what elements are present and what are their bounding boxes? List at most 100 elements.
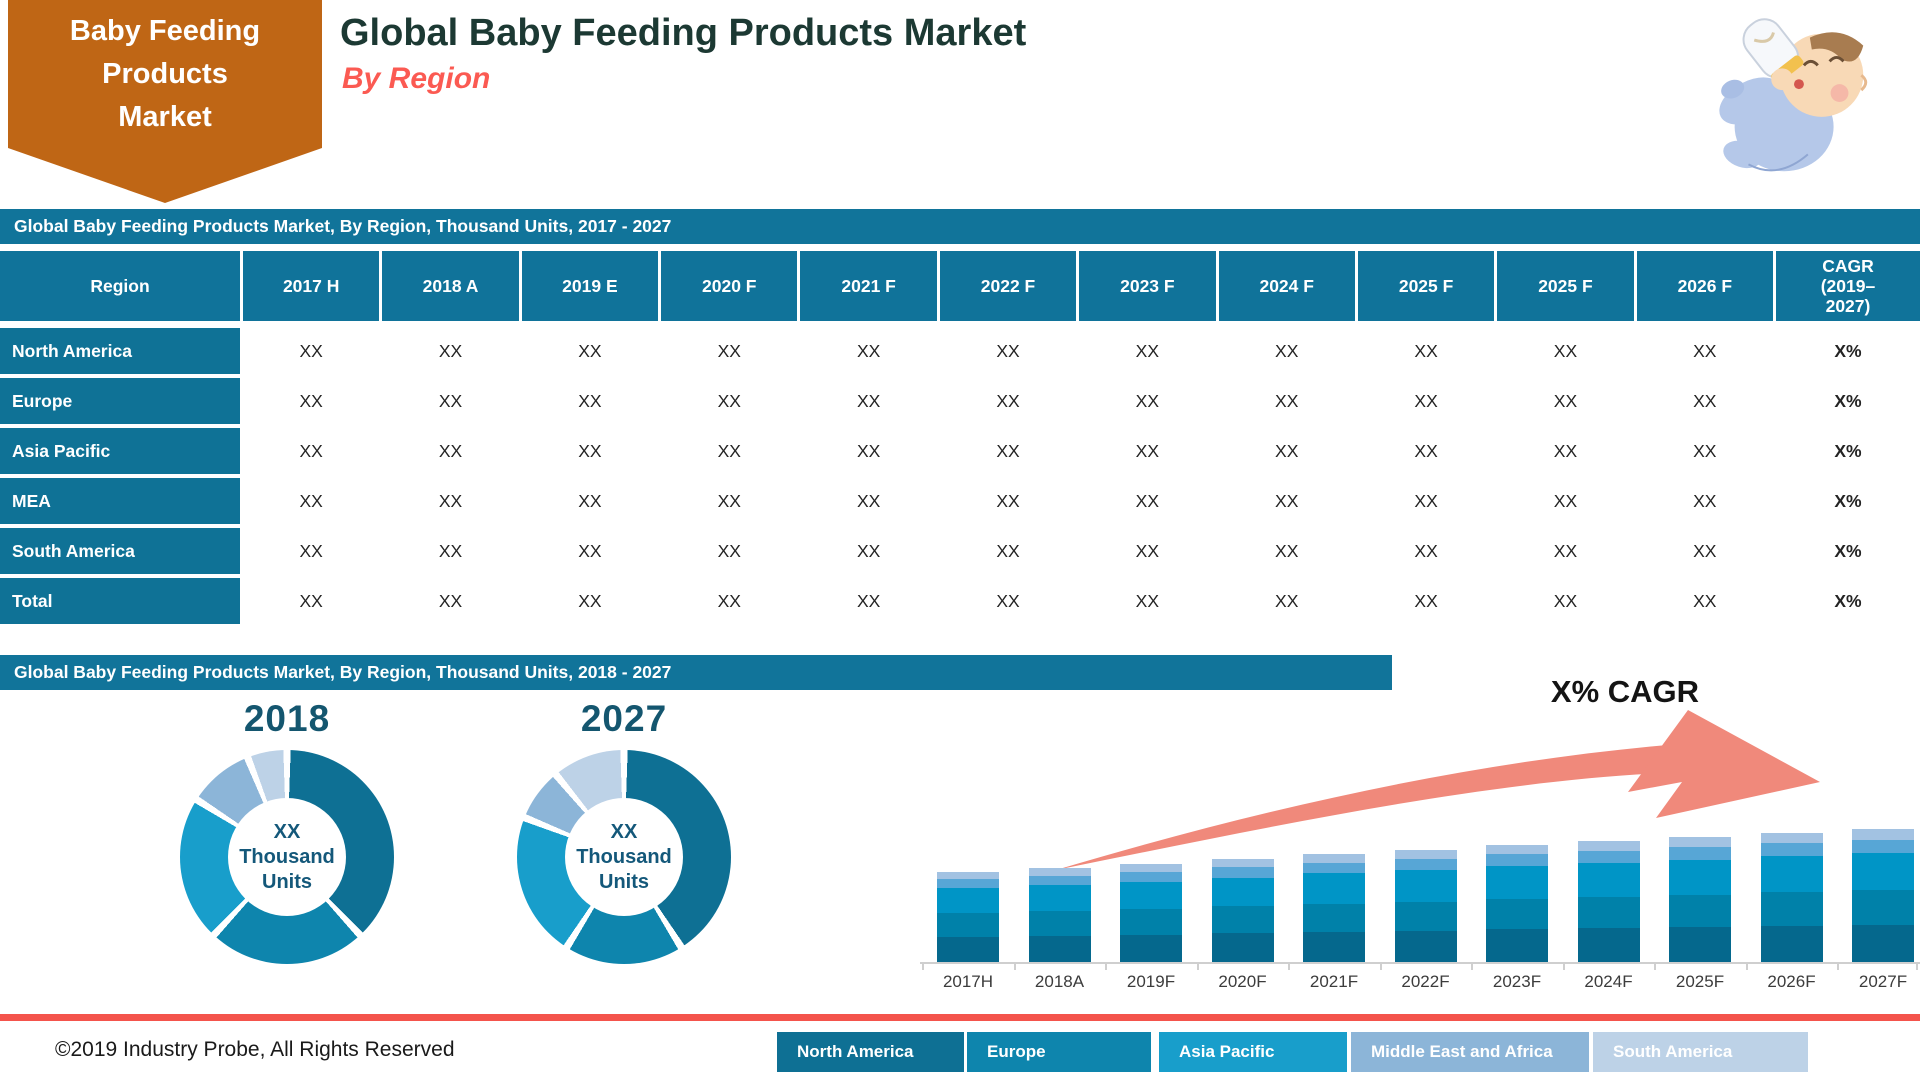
- bar-segment-asia-pacific: [937, 888, 999, 914]
- table-cell: XX: [1693, 340, 1717, 361]
- table-cell: XX: [996, 390, 1020, 411]
- table-cell: XX: [996, 540, 1020, 561]
- bar-segment-europe: [1394, 901, 1457, 931]
- table-cell: XX: [1414, 340, 1438, 361]
- x-axis-label: 2018A: [1034, 972, 1085, 991]
- table-cell: XX: [1414, 590, 1438, 611]
- column-header: 2025 F: [1357, 251, 1495, 321]
- table-cell: XX: [1135, 390, 1160, 411]
- table-cell: XX: [1553, 490, 1578, 511]
- row-header: North America: [0, 328, 240, 374]
- legend-item-south-america: South America: [1593, 1032, 1808, 1072]
- bar-segment-middle-east-and-africa: [1120, 871, 1182, 882]
- table-cell: XX: [1135, 590, 1160, 611]
- bar-segment-asia-pacific: [1760, 856, 1823, 893]
- x-axis-label: 2026F: [1767, 972, 1816, 991]
- x-axis-label: 2022F: [1401, 972, 1450, 991]
- x-axis-label: 2027F: [1858, 972, 1908, 991]
- cagr-cell: X%: [1834, 440, 1862, 461]
- x-axis-line: [920, 962, 1920, 964]
- axis-tick: [1745, 962, 1748, 970]
- x-axis-label: 2021F: [1309, 972, 1359, 991]
- column-header: 2019 E: [521, 251, 659, 321]
- table-cell: XX: [1135, 490, 1160, 511]
- column-header: 2021 F: [800, 251, 937, 321]
- table-row: Europe XX XX XX XX XX XX XX XX XX XX XX X%: [0, 378, 1920, 424]
- stacked-bar: [1394, 850, 1457, 962]
- table-cell: XX: [578, 440, 602, 461]
- bar-segment-south-america: [1028, 868, 1091, 876]
- bar-segment-north-america: [1577, 928, 1640, 962]
- bar-segment-europe: [1852, 890, 1914, 925]
- bar-segment-europe: [1028, 911, 1091, 936]
- bar-segment-north-america: [1669, 927, 1731, 962]
- axis-tick: [1916, 962, 1918, 970]
- table-cell: XX: [299, 540, 323, 561]
- row-header: Europe: [0, 378, 240, 424]
- x-axis-label: 2020F: [1218, 972, 1267, 991]
- table-cell: XX: [438, 490, 463, 511]
- column-header: 2018 A: [382, 251, 519, 321]
- row-header: Total: [0, 578, 240, 624]
- table-cell: XX: [1135, 540, 1160, 561]
- x-axis-label: 2023F: [1492, 972, 1542, 991]
- bar-segment-asia-pacific: [1211, 877, 1274, 907]
- table-cell: XX: [856, 540, 881, 561]
- table-cell: XX: [438, 540, 463, 561]
- table-cell: XX: [1135, 440, 1160, 461]
- bar-segment-europe: [1303, 903, 1365, 932]
- table-cell: XX: [717, 340, 741, 361]
- table-cell: XX: [1693, 540, 1717, 561]
- ribbon-line: Market: [118, 101, 212, 133]
- axis-tick: [1562, 962, 1565, 970]
- table-cell: XX: [1414, 490, 1438, 511]
- stacked-bar: [1120, 864, 1182, 962]
- legend-item-asia-pacific: Asia Pacific: [1159, 1032, 1347, 1072]
- table-cell: XX: [1553, 390, 1578, 411]
- table-cell: XX: [578, 590, 602, 611]
- bar-segment-north-america: [1760, 925, 1823, 962]
- bar-segment-north-america: [937, 936, 999, 962]
- bar-segment-asia-pacific: [1486, 866, 1548, 899]
- bar-segment-north-america: [1852, 924, 1914, 962]
- table-cell: XX: [717, 390, 741, 411]
- chart-section-header: Global Baby Feeding Products Market, By …: [0, 655, 1392, 690]
- bar-segment-asia-pacific: [1669, 859, 1731, 895]
- table-cell: XX: [1553, 440, 1578, 461]
- stacked-bar: [1760, 833, 1823, 962]
- bar-segment-asia-pacific: [1852, 852, 1914, 891]
- bar-segment-middle-east-and-africa: [1852, 839, 1914, 853]
- table-cell: XX: [856, 440, 881, 461]
- bar-segment-south-america: [1669, 837, 1731, 847]
- bar-segment-south-america: [1486, 845, 1548, 855]
- bar-segment-middle-east-and-africa: [1669, 847, 1731, 860]
- bar-segment-south-america: [1211, 859, 1274, 868]
- bar-segment-south-america: [1303, 854, 1365, 863]
- axis-tick: [1105, 962, 1107, 970]
- donut-chart-2018: 2018 XX Thousand Units: [180, 698, 394, 964]
- table-cell: XX: [856, 340, 881, 361]
- table-cell: XX: [299, 340, 323, 361]
- legend-item-middle-east-and-africa: Middle East and Africa: [1351, 1032, 1589, 1072]
- table-cell: XX: [856, 490, 881, 511]
- cagr-cell: X%: [1834, 540, 1862, 561]
- table-cell: XX: [1275, 440, 1299, 461]
- bar-segment-middle-east-and-africa: [1028, 875, 1091, 885]
- table-row: South America XX XX XX XX XX XX XX XX XX XX XX X%: [0, 528, 1920, 574]
- page-title: Global Baby Feeding Products Market: [340, 12, 1027, 54]
- column-header: 2022 F: [939, 251, 1077, 321]
- table-cell: XX: [438, 590, 463, 611]
- bar-segment-europe: [1669, 894, 1731, 927]
- table-cell: XX: [299, 490, 323, 511]
- donut-center-line: XX: [273, 820, 301, 843]
- table-cell: XX: [299, 390, 323, 411]
- x-axis-label: 2025F: [1675, 972, 1725, 991]
- market-table: Region 2017 H 2018 A 2019 E 2020 F 2021 F 2022…: [0, 251, 1920, 628]
- row-header: MEA: [0, 478, 240, 524]
- bar-segment-asia-pacific: [1394, 870, 1457, 902]
- table-cell: XX: [438, 390, 463, 411]
- table-cell: XX: [717, 540, 741, 561]
- copyright-text: ©2019 Industry Probe, All Rights Reserve…: [55, 1038, 455, 1061]
- table-cell: XX: [1275, 390, 1299, 411]
